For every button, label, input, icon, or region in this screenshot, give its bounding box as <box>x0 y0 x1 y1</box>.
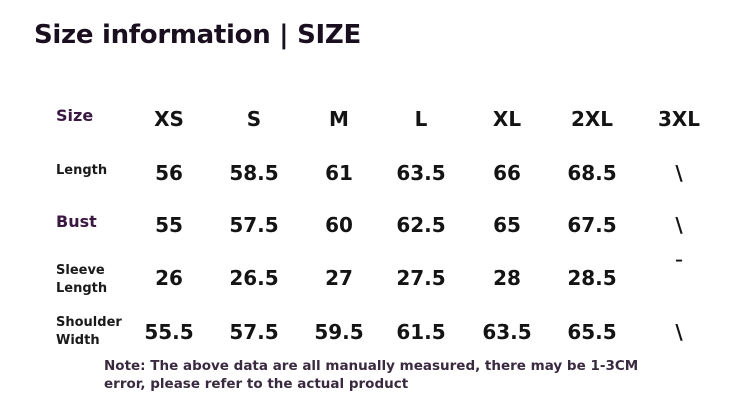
table-cell: 59.5 <box>314 320 364 344</box>
size-header-label: Size <box>56 106 94 125</box>
size-header-3xl: 3XL <box>657 107 701 131</box>
row-label-bust: Bust <box>56 212 97 231</box>
table-cell: 57.5 <box>229 213 279 237</box>
table-cell: \ <box>675 320 683 344</box>
size-header-l: L <box>414 107 428 131</box>
table-cell: 28 <box>493 266 521 290</box>
table-cell: \ <box>675 161 683 185</box>
table-cell: 61.5 <box>396 320 446 344</box>
row-label-line: Width <box>56 333 100 348</box>
table-cell: 62.5 <box>396 213 446 237</box>
size-header-2xl: 2XL <box>570 107 614 131</box>
size-header-m: M <box>329 107 349 131</box>
size-header-xs: XS <box>154 107 184 131</box>
table-cell: 68.5 <box>567 161 617 185</box>
row-label-shoulder-width: Shoulder Width <box>56 314 122 350</box>
table-cell: ˉ <box>674 256 684 280</box>
table-cell: 27.5 <box>396 266 446 290</box>
row-label-line: Sleeve <box>56 263 105 278</box>
table-cell: 66 <box>493 161 521 185</box>
size-header-s: S <box>246 107 262 131</box>
page-title: Size information | SIZE <box>34 20 361 50</box>
table-cell: 28.5 <box>567 266 617 290</box>
row-label-length: Length <box>56 163 108 178</box>
measurement-note: Note: The above data are all manually me… <box>104 357 664 393</box>
table-cell: 61 <box>325 161 353 185</box>
table-cell: 60 <box>325 213 353 237</box>
table-cell: 67.5 <box>567 213 617 237</box>
table-cell: 63.5 <box>396 161 446 185</box>
table-cell: 26 <box>155 266 183 290</box>
table-cell: 27 <box>325 266 353 290</box>
row-label-sleeve-length: Sleeve Length <box>56 262 107 298</box>
table-cell: \ <box>675 213 683 237</box>
table-cell: 57.5 <box>229 320 279 344</box>
size-header-xl: XL <box>492 107 522 131</box>
note-line: error, please refer to the actual produc… <box>104 376 409 392</box>
table-cell: 65.5 <box>567 320 617 344</box>
table-cell: 63.5 <box>482 320 532 344</box>
table-cell: 65 <box>493 213 521 237</box>
row-label-line: Shoulder <box>56 315 122 330</box>
table-cell: 56 <box>155 161 183 185</box>
row-label-line: Length <box>56 281 108 296</box>
note-line: Note: The above data are all manually me… <box>104 358 639 374</box>
table-cell: 55 <box>155 213 183 237</box>
table-cell: 55.5 <box>144 320 194 344</box>
table-cell: 58.5 <box>229 161 279 185</box>
table-cell: 26.5 <box>229 266 279 290</box>
